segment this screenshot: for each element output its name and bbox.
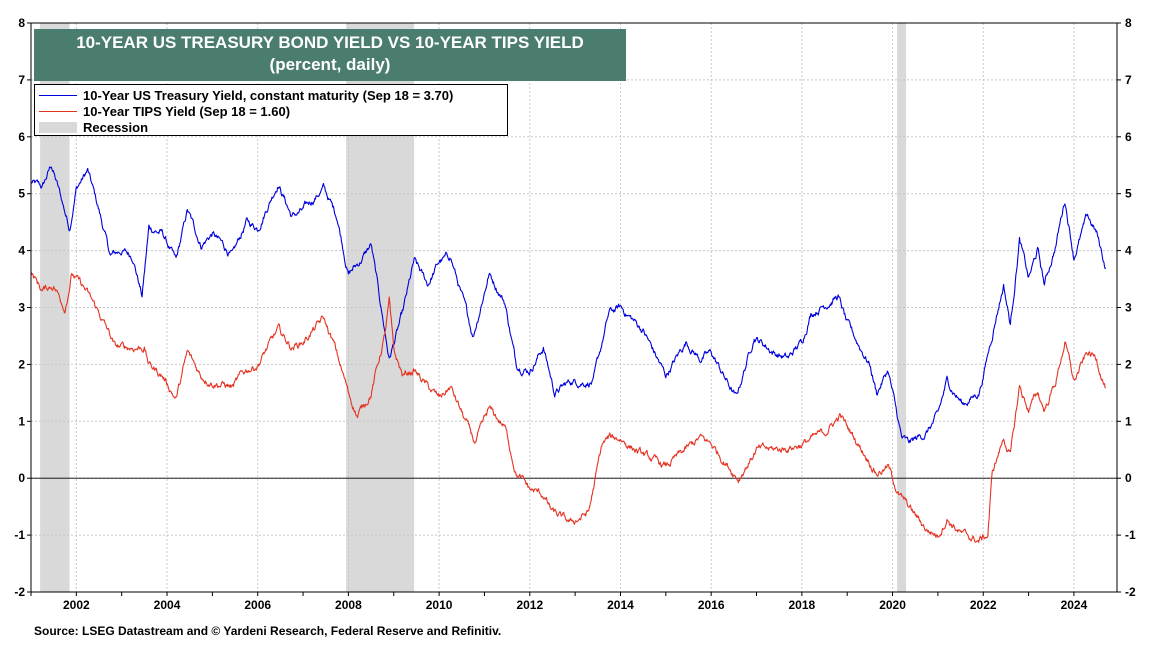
source-note: Source: LSEG Datastream and © Yardeni Re… (34, 624, 502, 638)
legend-swatch-recession (39, 121, 77, 133)
y-tick-label-left: -2 (14, 585, 25, 599)
y-tick-label-left: 5 (18, 187, 25, 201)
chart-legend: 10-Year US Treasury Yield, constant matu… (34, 84, 508, 136)
y-tick-label-right: 7 (1125, 73, 1132, 87)
legend-item-treasury: 10-Year US Treasury Yield, constant matu… (35, 87, 453, 103)
chart-title-box: 10-YEAR US TREASURY BOND YIELD VS 10-YEA… (34, 29, 626, 81)
series-lines (30, 166, 1107, 543)
y-tick-label-left: 1 (18, 414, 25, 428)
x-tick-label: 2010 (426, 598, 453, 612)
legend-swatch-tips (39, 110, 77, 112)
y-tick-label-left: 4 (18, 244, 25, 258)
y-tick-label-left: -1 (14, 528, 25, 542)
x-tick-label: 2022 (970, 598, 997, 612)
series-line-1 (30, 271, 1107, 543)
y-tick-label-right: 0 (1125, 471, 1132, 485)
x-tick-label: 2008 (335, 598, 362, 612)
y-tick-label-right: 4 (1125, 244, 1132, 258)
x-tick-label: 2018 (789, 598, 816, 612)
legend-label-tips: 10-Year TIPS Yield (Sep 18 = 1.60) (83, 103, 291, 119)
legend-label-treasury: 10-Year US Treasury Yield, constant matu… (83, 87, 454, 103)
x-tick-label: 2012 (516, 598, 543, 612)
y-tick-label-right: -2 (1125, 585, 1136, 599)
legend-swatch-treasury (39, 94, 77, 96)
y-tick-label-right: 6 (1125, 130, 1132, 144)
x-tick-label: 2024 (1061, 598, 1088, 612)
chart-subtitle: (percent, daily) (269, 55, 391, 74)
x-tick-label: 2006 (244, 598, 271, 612)
y-tick-label-right: 5 (1125, 187, 1132, 201)
y-tick-label-left: 3 (18, 301, 25, 315)
y-tick-label-right: 1 (1125, 414, 1132, 428)
y-tick-label-right: 3 (1125, 301, 1132, 315)
y-tick-label-left: 6 (18, 130, 25, 144)
y-tick-label-left: 2 (18, 357, 25, 371)
series-line-0 (30, 166, 1107, 444)
y-tick-label-right: 2 (1125, 357, 1132, 371)
legend-item-recession: Recession (35, 119, 148, 135)
y-tick-label-left: 7 (18, 73, 25, 87)
chart-title: 10-YEAR US TREASURY BOND YIELD VS 10-YEA… (76, 33, 584, 52)
x-tick-label: 2002 (63, 598, 90, 612)
recession-band-2 (897, 23, 907, 592)
y-tick-label-right: 8 (1125, 16, 1132, 30)
legend-item-tips: 10-Year TIPS Yield (Sep 18 = 1.60) (35, 103, 290, 119)
y-tick-label-left: 8 (18, 16, 25, 30)
x-tick-label: 2014 (607, 598, 634, 612)
x-tick-label: 2016 (698, 598, 725, 612)
x-tick-label: 2004 (154, 598, 181, 612)
y-tick-label-left: 0 (18, 471, 25, 485)
y-tick-label-right: -1 (1125, 528, 1136, 542)
x-tick-label: 2020 (879, 598, 906, 612)
axis-ticks: -2 -2 -1 -1 0 0 1 1 2 2 3 3 4 4 5 5 6 6 7 7 8 8 2002 2004 2006 20… (14, 16, 1136, 612)
legend-label-recession: Recession (83, 119, 149, 135)
